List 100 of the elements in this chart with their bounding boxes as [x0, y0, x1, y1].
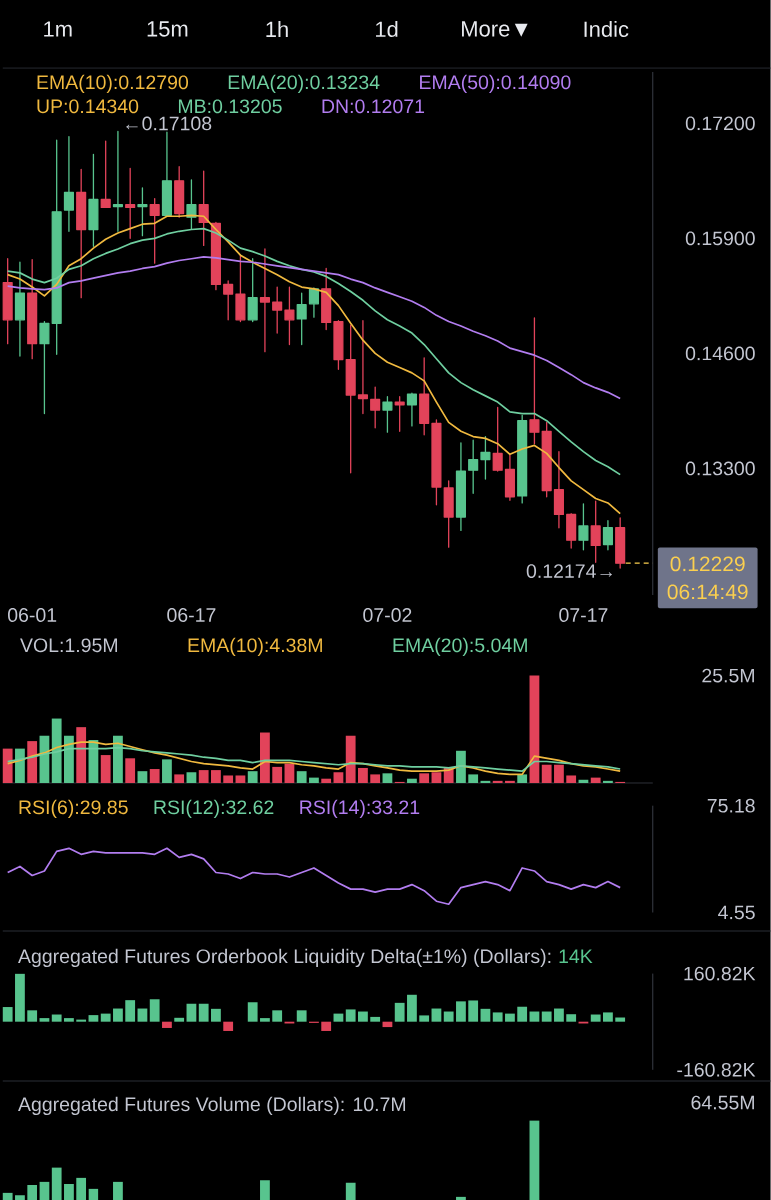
bar — [456, 750, 466, 783]
bar — [382, 773, 393, 783]
bar — [113, 1008, 123, 1022]
bar — [39, 1018, 50, 1022]
bar — [333, 772, 344, 783]
bar — [27, 1010, 38, 1022]
bar — [321, 778, 332, 783]
bar — [125, 1000, 136, 1022]
bar — [345, 735, 356, 783]
bar — [260, 1018, 270, 1022]
candlestick — [76, 168, 87, 299]
bar — [492, 1012, 503, 1022]
text: EMA(20):5.04M — [393, 637, 527, 657]
bar — [358, 767, 368, 783]
bar — [51, 1014, 62, 1022]
bar — [15, 1195, 25, 1200]
chart-subtitle: 14K — [559, 949, 593, 963]
bar — [456, 1196, 466, 1200]
candlestick — [39, 320, 50, 415]
chart-title: Aggregated Futures Orderbook Liquidity Delta(±1%) (Dollars): — [18, 948, 551, 968]
bar — [419, 1015, 430, 1022]
candlestick — [235, 254, 246, 323]
candlestick — [541, 421, 552, 498]
candlestick — [149, 197, 160, 264]
bar — [76, 1177, 87, 1200]
legend-label: MB:0.13205 — [179, 99, 282, 114]
bar — [480, 1008, 491, 1022]
text: 1h — [266, 21, 288, 37]
bar — [198, 770, 209, 783]
text: 15m — [147, 21, 188, 37]
ref-line-label: 0.12229 — [670, 556, 745, 572]
line-series — [6, 214, 622, 515]
bar — [125, 758, 136, 783]
bar — [566, 1014, 577, 1022]
bar — [27, 1184, 38, 1200]
bar — [100, 755, 111, 783]
y-tick-label: 0.17200 — [685, 116, 755, 131]
candlestick — [296, 292, 307, 346]
bar — [370, 1016, 381, 1022]
bar — [345, 1009, 356, 1022]
candlestick — [284, 286, 295, 346]
candlestick — [370, 386, 381, 429]
candlestick — [112, 130, 124, 232]
bar — [223, 775, 234, 783]
chart-title: VOL:1.95M — [20, 638, 118, 653]
bar — [358, 1011, 368, 1022]
bar — [198, 1003, 209, 1022]
bar — [272, 1010, 283, 1022]
text: 1m — [44, 21, 72, 37]
bar — [76, 1019, 87, 1022]
candlestick — [468, 439, 479, 494]
bar — [51, 1167, 62, 1200]
candlestick — [2, 258, 13, 345]
y-tick-label: 160.82K — [684, 966, 756, 981]
candlestick — [259, 248, 271, 353]
bar — [541, 1011, 552, 1022]
bar — [431, 1008, 442, 1022]
line-series — [6, 227, 622, 476]
candlestick — [357, 320, 369, 415]
bar — [272, 766, 283, 783]
candlestick — [382, 396, 393, 433]
bar — [505, 780, 515, 783]
bar — [505, 1013, 515, 1022]
bar — [260, 732, 270, 783]
x-tick-label: 07-02 — [363, 608, 412, 622]
bar — [2, 1007, 13, 1022]
chart-title: Aggregated Futures Volume (Dollars): 10.7M — [18, 1096, 406, 1116]
bar — [247, 771, 258, 783]
x-tick-label: 06-01 — [8, 608, 57, 622]
bar — [162, 1021, 172, 1028]
candlestick — [186, 179, 197, 230]
candlestick — [174, 166, 185, 218]
y-tick-label: 75.18 — [707, 798, 755, 813]
annotation: ←0.17108 — [126, 116, 212, 131]
y-tick-label: 0.13300 — [685, 461, 755, 476]
candlestick — [602, 520, 614, 551]
bar — [590, 1014, 601, 1022]
bar — [296, 771, 307, 783]
bar — [554, 764, 564, 783]
candlestick — [455, 442, 467, 532]
candlestick — [590, 500, 601, 563]
bar — [333, 1013, 344, 1022]
bar — [100, 1013, 111, 1022]
bar — [321, 1021, 332, 1031]
bar — [431, 772, 442, 783]
candlestick — [27, 258, 38, 360]
bar — [51, 718, 62, 783]
candlestick — [517, 414, 528, 504]
bar — [174, 1017, 185, 1022]
bar — [407, 994, 417, 1022]
candlestick — [51, 139, 62, 355]
bar — [162, 759, 172, 783]
annotation: 0.12174→ — [526, 564, 613, 578]
bar — [394, 1002, 405, 1022]
bar — [468, 774, 479, 783]
text: More▼ — [462, 21, 528, 37]
bar — [137, 771, 148, 783]
bar — [370, 774, 381, 783]
bar — [456, 1001, 466, 1022]
text: EMA(10):0.12790 — [37, 74, 189, 94]
